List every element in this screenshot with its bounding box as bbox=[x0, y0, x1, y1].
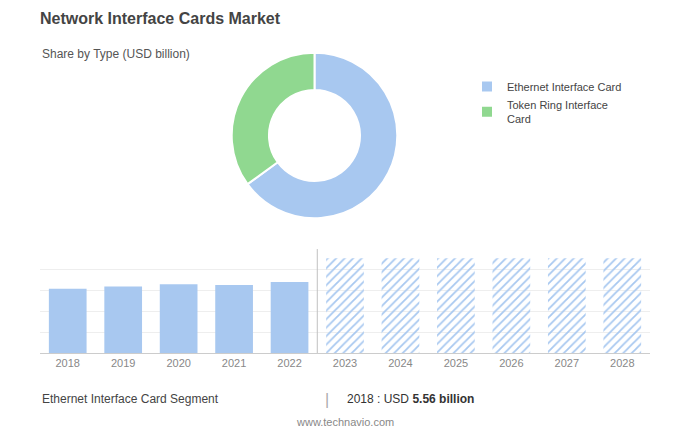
svg-text:2023: 2023 bbox=[333, 357, 357, 369]
svg-text:Share by Type (USD billion): Share by Type (USD billion) bbox=[42, 47, 190, 61]
svg-text:2026: 2026 bbox=[499, 357, 523, 369]
svg-text:2025: 2025 bbox=[444, 357, 468, 369]
svg-text:2021: 2021 bbox=[222, 357, 246, 369]
svg-text:Ethernet Interface Card: Ethernet Interface Card bbox=[507, 81, 621, 93]
svg-text:2027: 2027 bbox=[555, 357, 579, 369]
svg-text:|: | bbox=[325, 391, 329, 408]
svg-text:Network Interface Cards Market: Network Interface Cards Market bbox=[40, 10, 281, 27]
svg-text:www.technavio.com: www.technavio.com bbox=[296, 416, 394, 428]
svg-text:2022: 2022 bbox=[277, 357, 301, 369]
svg-text:2018: 2018 bbox=[55, 357, 79, 369]
svg-text:Ethernet Interface Card Segmen: Ethernet Interface Card Segment bbox=[42, 392, 219, 406]
svg-text:2020: 2020 bbox=[166, 357, 190, 369]
svg-text:Token Ring InterfaceCard: Token Ring InterfaceCard bbox=[507, 99, 608, 125]
svg-text:2019: 2019 bbox=[111, 357, 135, 369]
svg-text:2024: 2024 bbox=[388, 357, 412, 369]
svg-text:2028: 2028 bbox=[610, 357, 634, 369]
svg-text:2018 : USD 5.56 billion: 2018 : USD 5.56 billion bbox=[347, 392, 474, 406]
